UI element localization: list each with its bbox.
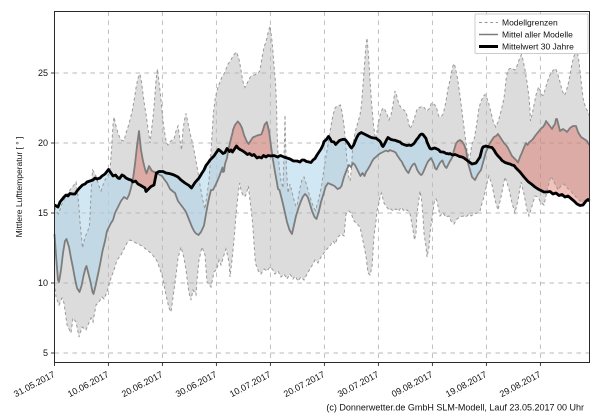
svg-text:15: 15 bbox=[38, 208, 48, 218]
svg-text:Mittelwert 30 Jahre: Mittelwert 30 Jahre bbox=[502, 42, 574, 52]
svg-text:Mittlere Lufttemperatur [ ° ]: Mittlere Lufttemperatur [ ° ] bbox=[14, 137, 24, 238]
svg-text:20: 20 bbox=[38, 138, 48, 148]
svg-text:25: 25 bbox=[38, 68, 48, 78]
svg-text:(c) Donnerwetter.de GmbH SLM-M: (c) Donnerwetter.de GmbH SLM-Modell, Lau… bbox=[326, 403, 584, 413]
svg-text:Mittel aller Modelle: Mittel aller Modelle bbox=[502, 30, 573, 40]
svg-text:5: 5 bbox=[43, 348, 48, 358]
svg-text:10: 10 bbox=[38, 278, 48, 288]
svg-text:Modellgrenzen: Modellgrenzen bbox=[502, 18, 558, 28]
